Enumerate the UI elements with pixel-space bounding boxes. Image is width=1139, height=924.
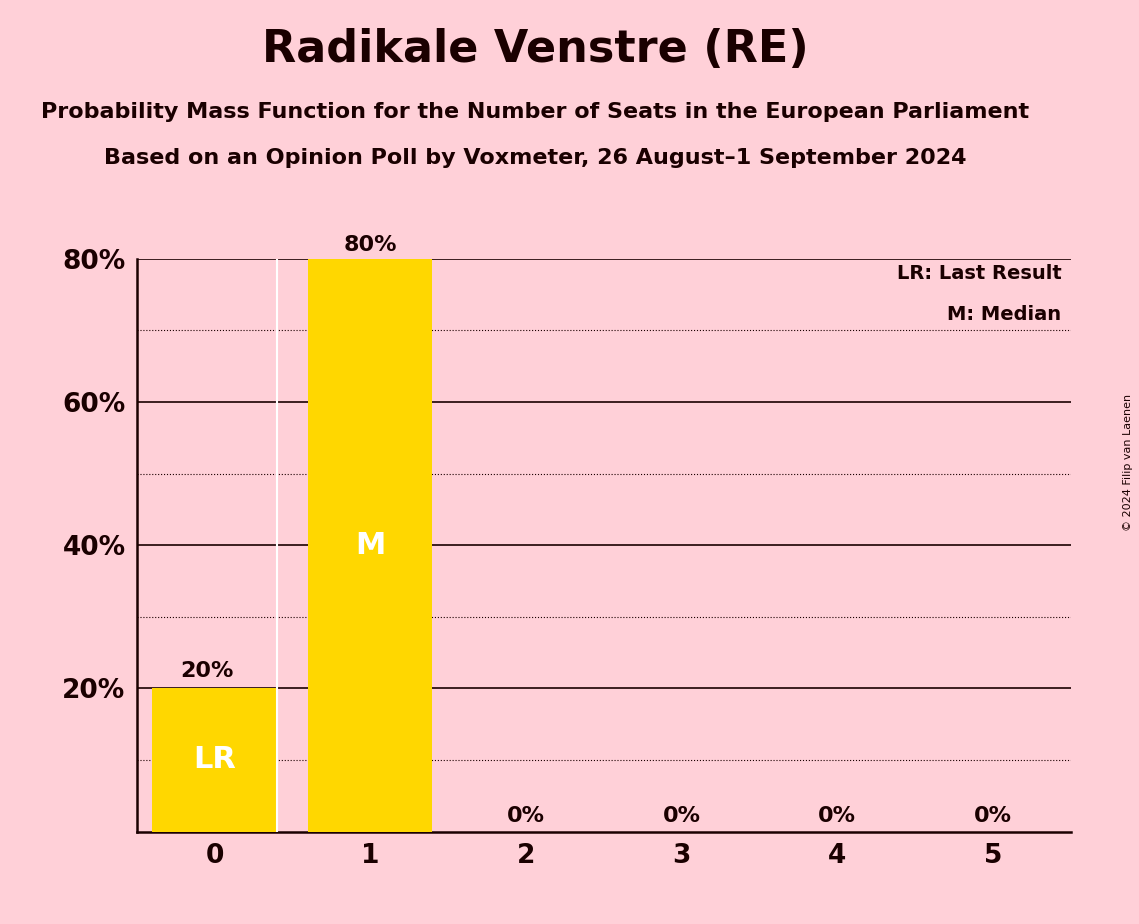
Text: 20%: 20% bbox=[180, 662, 233, 681]
Text: Probability Mass Function for the Number of Seats in the European Parliament: Probability Mass Function for the Number… bbox=[41, 102, 1030, 122]
Text: 0%: 0% bbox=[818, 806, 857, 826]
Bar bbox=[153, 688, 277, 832]
Text: 0%: 0% bbox=[663, 806, 700, 826]
Text: LR: LR bbox=[194, 746, 236, 774]
Text: Radikale Venstre (RE): Radikale Venstre (RE) bbox=[262, 28, 809, 71]
Text: 80%: 80% bbox=[344, 235, 396, 255]
Text: M: Median: M: Median bbox=[948, 305, 1062, 323]
Text: 0%: 0% bbox=[974, 806, 1011, 826]
Text: LR: Last Result: LR: Last Result bbox=[896, 264, 1062, 284]
Text: Based on an Opinion Poll by Voxmeter, 26 August–1 September 2024: Based on an Opinion Poll by Voxmeter, 26… bbox=[104, 148, 967, 168]
Text: 0%: 0% bbox=[507, 806, 544, 826]
Bar bbox=[308, 259, 433, 832]
Text: © 2024 Filip van Laenen: © 2024 Filip van Laenen bbox=[1123, 394, 1133, 530]
Text: M: M bbox=[355, 530, 385, 560]
